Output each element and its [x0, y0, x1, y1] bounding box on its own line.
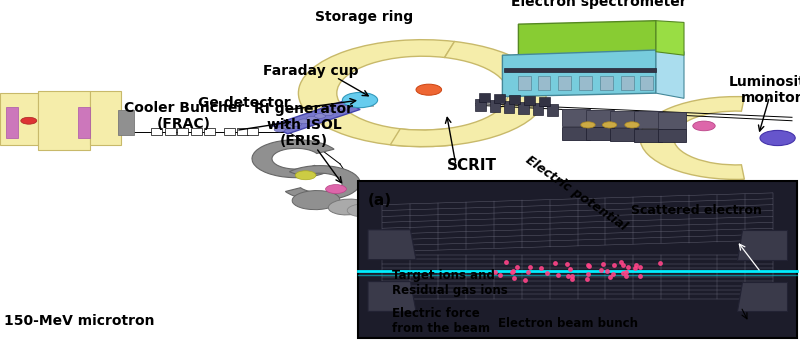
Text: RI generator
with ISOL
(ERIS): RI generator with ISOL (ERIS): [254, 102, 354, 148]
Polygon shape: [656, 21, 684, 55]
Circle shape: [295, 171, 316, 180]
Wedge shape: [298, 40, 454, 147]
Polygon shape: [368, 230, 416, 259]
Ellipse shape: [347, 204, 381, 217]
Wedge shape: [252, 140, 334, 178]
Polygon shape: [586, 110, 614, 127]
Polygon shape: [90, 91, 121, 145]
Circle shape: [282, 125, 294, 129]
Polygon shape: [368, 282, 416, 312]
Text: Electron beam bunch: Electron beam bunch: [498, 317, 638, 331]
Polygon shape: [562, 109, 590, 126]
Polygon shape: [204, 128, 215, 135]
Polygon shape: [562, 127, 590, 140]
Ellipse shape: [328, 199, 368, 215]
Polygon shape: [494, 94, 505, 103]
Text: Luminosity
monitor: Luminosity monitor: [729, 75, 800, 105]
Text: Scattered electron: Scattered electron: [630, 204, 762, 217]
Polygon shape: [504, 101, 514, 113]
Text: Electric force
from the beam: Electric force from the beam: [392, 307, 490, 335]
Polygon shape: [518, 76, 531, 90]
Polygon shape: [272, 101, 360, 134]
Polygon shape: [510, 95, 520, 104]
Polygon shape: [610, 128, 638, 141]
Text: Faraday cup: Faraday cup: [262, 63, 358, 78]
Polygon shape: [151, 128, 162, 135]
Text: 150-MeV microtron: 150-MeV microtron: [4, 314, 154, 328]
Circle shape: [326, 185, 346, 194]
Polygon shape: [634, 111, 662, 128]
Circle shape: [346, 103, 358, 108]
Polygon shape: [363, 99, 373, 106]
Polygon shape: [538, 76, 550, 90]
Text: (a): (a): [368, 193, 392, 208]
Polygon shape: [579, 76, 592, 90]
Polygon shape: [475, 99, 486, 111]
Text: Electric potential: Electric potential: [523, 153, 629, 233]
Polygon shape: [191, 128, 202, 135]
Polygon shape: [558, 76, 571, 90]
Wedge shape: [390, 41, 546, 147]
Text: Cooler Buncher
(FRAC): Cooler Buncher (FRAC): [124, 101, 244, 131]
Wedge shape: [640, 97, 744, 179]
Circle shape: [322, 111, 334, 116]
Text: Target ions and
Residual gas ions: Target ions and Residual gas ions: [392, 269, 508, 297]
Polygon shape: [610, 111, 638, 127]
Polygon shape: [177, 128, 188, 135]
Polygon shape: [118, 110, 134, 135]
Polygon shape: [6, 107, 18, 138]
Circle shape: [581, 122, 595, 128]
Polygon shape: [38, 91, 90, 150]
Circle shape: [330, 108, 342, 113]
Polygon shape: [165, 128, 176, 135]
Polygon shape: [224, 128, 235, 135]
Circle shape: [602, 122, 617, 128]
Polygon shape: [502, 50, 656, 97]
Ellipse shape: [369, 209, 399, 222]
Polygon shape: [247, 128, 258, 135]
Circle shape: [274, 127, 286, 132]
Circle shape: [760, 130, 795, 146]
Polygon shape: [547, 104, 558, 116]
Polygon shape: [737, 282, 787, 312]
Circle shape: [21, 117, 37, 124]
Polygon shape: [658, 112, 686, 129]
Circle shape: [416, 84, 442, 95]
Circle shape: [298, 119, 310, 124]
Polygon shape: [737, 230, 787, 259]
Text: Electron spectrometer: Electron spectrometer: [510, 0, 686, 9]
Polygon shape: [518, 102, 529, 114]
Polygon shape: [358, 181, 797, 338]
Polygon shape: [533, 103, 543, 115]
Circle shape: [314, 114, 326, 118]
Polygon shape: [621, 76, 634, 90]
Polygon shape: [518, 21, 656, 57]
Polygon shape: [656, 50, 684, 98]
Wedge shape: [286, 166, 360, 200]
Polygon shape: [658, 129, 686, 142]
Circle shape: [342, 92, 378, 108]
Polygon shape: [237, 128, 248, 135]
Circle shape: [693, 121, 715, 131]
Circle shape: [338, 105, 350, 110]
Circle shape: [306, 116, 318, 121]
Polygon shape: [0, 93, 38, 145]
Circle shape: [625, 122, 639, 128]
Polygon shape: [539, 97, 550, 106]
Circle shape: [290, 122, 302, 127]
Polygon shape: [634, 129, 662, 142]
Polygon shape: [524, 96, 534, 105]
Text: SCRIT: SCRIT: [446, 158, 496, 173]
Polygon shape: [586, 127, 614, 140]
Text: Ge detector: Ge detector: [198, 96, 290, 110]
Text: Storage ring: Storage ring: [315, 10, 413, 24]
Polygon shape: [640, 76, 653, 90]
Polygon shape: [78, 107, 90, 138]
Polygon shape: [504, 68, 656, 72]
Polygon shape: [600, 76, 613, 90]
Polygon shape: [490, 100, 500, 112]
Ellipse shape: [292, 190, 340, 210]
Polygon shape: [479, 93, 490, 102]
